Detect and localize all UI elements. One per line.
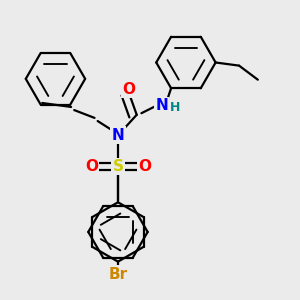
Text: N: N: [112, 128, 124, 142]
Text: S: S: [112, 159, 124, 174]
Text: O: O: [85, 159, 98, 174]
Text: Br: Br: [108, 267, 128, 282]
Text: O: O: [122, 82, 135, 97]
Text: O: O: [138, 159, 151, 174]
Text: N: N: [155, 98, 168, 113]
Text: H: H: [170, 101, 180, 114]
